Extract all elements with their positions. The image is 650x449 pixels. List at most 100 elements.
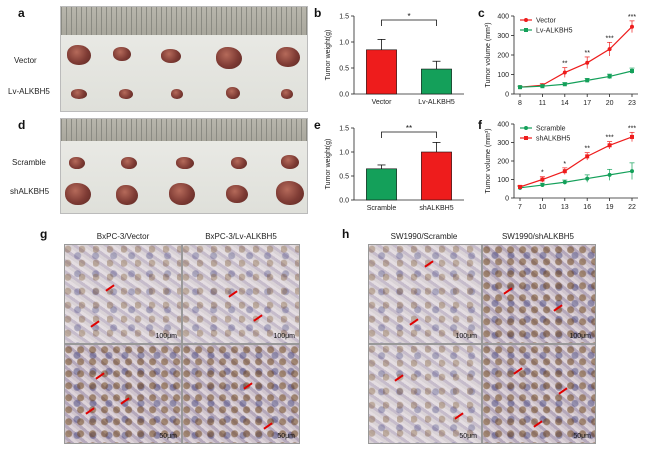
y-tick-label: 0.0 <box>339 92 349 99</box>
data-point <box>585 154 590 159</box>
y-tick-label: 300 <box>497 140 509 147</box>
data-point <box>607 74 612 79</box>
x-tick-label: 10 <box>539 204 547 211</box>
panel-label-f: f <box>478 118 482 132</box>
tumor <box>226 185 248 203</box>
ihc-image-g1: 100μm <box>64 244 182 344</box>
bar-chart-b: 0.0 0.5 1.0 1.5 Tumor weight(g) Vector Lv-ALKB… <box>325 12 464 106</box>
y-tick-label: 200 <box>497 159 509 166</box>
panel-label-e: e <box>314 118 321 132</box>
series-line-shalkbh5 <box>519 136 633 188</box>
tumor-photo-d <box>60 118 308 214</box>
scale-bar-label: 100μm <box>455 333 477 340</box>
y-tick-label: 1.5 <box>339 14 349 21</box>
y-tick-label: 0.5 <box>339 174 349 181</box>
panel-label-g: g <box>40 227 48 241</box>
x-tick-label: 13 <box>561 204 569 211</box>
y-tick-label: 100 <box>497 72 509 79</box>
arrow-marker <box>558 387 568 395</box>
x-tick-label: shALKBH5 <box>419 205 453 212</box>
y-tick-label: 1.0 <box>339 40 349 47</box>
arrow-marker <box>263 422 273 430</box>
scale-bar-label: 50μm <box>459 433 477 440</box>
legend-marker <box>524 126 528 130</box>
y-tick-label: 0.0 <box>339 198 349 205</box>
significance-label: ** <box>584 50 590 57</box>
data-point <box>562 180 567 185</box>
data-point <box>518 85 522 90</box>
arrow-marker <box>228 290 238 298</box>
x-tick-label: 23 <box>628 100 636 107</box>
data-point <box>585 60 590 65</box>
y-tick-label: 0 <box>505 92 509 99</box>
ihc-image-h2: 100μm <box>482 244 596 344</box>
arrow-marker <box>513 367 523 375</box>
series-line-scramble <box>519 170 633 189</box>
series-line-lv-alkbh5 <box>519 70 633 88</box>
arrow-marker <box>533 420 543 428</box>
significance-label: * <box>563 161 566 168</box>
data-point <box>540 177 545 182</box>
arrow-marker <box>454 412 464 420</box>
data-point <box>585 78 590 83</box>
x-tick-label: 8 <box>518 100 522 107</box>
tumor <box>161 49 181 63</box>
y-axis-label: Tumor weight(g) <box>325 30 332 81</box>
scale-bar-label: 100μm <box>273 333 295 340</box>
micro-title-sw1990-scramble: SW1990/Scramble <box>390 232 458 241</box>
significance-label: *** <box>606 135 614 142</box>
arrow-marker <box>85 407 95 415</box>
line-chart-c: 0 100 200 300 400 Tumor volume (mm³) 8 11 14 17 20… <box>485 14 638 107</box>
data-point <box>540 183 545 188</box>
data-point <box>540 84 545 89</box>
tumor <box>119 89 133 99</box>
significance-bracket <box>381 131 437 138</box>
micro-title-bxpc3-lv-alkbh5: BxPC-3/Lv-ALKBH5 <box>205 232 277 241</box>
significance-label: ** <box>584 146 590 153</box>
significance-label: *** <box>606 35 614 42</box>
data-point <box>607 47 612 52</box>
y-tick-label: 400 <box>497 14 509 21</box>
data-point <box>630 169 634 174</box>
scale-bar-label: 100μm <box>569 333 591 340</box>
data-point <box>518 184 522 189</box>
row-label-shalkbh5: shALKBH5 <box>10 187 50 196</box>
micro-title-sw1990-shalkbh5: SW1990/shALKBH5 <box>501 232 575 241</box>
arrow-marker <box>253 314 263 322</box>
tumor <box>276 181 304 205</box>
arrow-marker <box>553 304 563 312</box>
tumor <box>276 47 300 67</box>
tumor <box>281 155 299 169</box>
tumor <box>113 47 131 61</box>
significance-label: * <box>407 12 410 21</box>
panel-label-b: b <box>314 6 322 20</box>
legend-label: Scramble <box>536 126 566 133</box>
significance-label: * <box>541 170 544 177</box>
y-tick-label: 0.5 <box>339 66 349 73</box>
x-tick-label: 22 <box>628 204 636 211</box>
scale-bar-label: 50μm <box>159 433 177 440</box>
ruler <box>61 7 307 35</box>
significance-label: *** <box>628 14 636 21</box>
x-tick-label: 19 <box>606 204 614 211</box>
y-axis-label: Tumor volume (mm³) <box>485 22 492 87</box>
x-tick-label: Lv-ALKBH5 <box>418 99 455 106</box>
y-tick-label: 400 <box>497 122 509 129</box>
legend-label: Lv-ALKBH5 <box>536 28 573 35</box>
arrow-marker <box>394 374 404 382</box>
data-point <box>630 134 634 139</box>
arrow-marker <box>105 284 115 292</box>
row-label-lv-alkbh5: Lv-ALKBH5 <box>8 87 50 96</box>
x-tick-label: 20 <box>606 100 614 107</box>
scale-bar-label: 50μm <box>277 433 295 440</box>
y-tick-label: 300 <box>497 33 509 40</box>
arrow-marker <box>409 318 419 326</box>
x-tick-label: 17 <box>583 100 591 107</box>
data-point <box>562 70 567 75</box>
bar-vector <box>366 49 397 95</box>
ihc-image-g2: 100μm <box>182 244 300 344</box>
tumor <box>281 89 293 99</box>
ihc-image-g4: 50μm <box>182 344 300 444</box>
line-chart-f: 0 100 200 300 400 Tumor volume (mm³) 7 10 13 16 19… <box>485 122 638 211</box>
bar-chart-e: 0.0 0.5 1.0 1.5 Tumor weight(g) Scramble shALK… <box>325 124 464 212</box>
